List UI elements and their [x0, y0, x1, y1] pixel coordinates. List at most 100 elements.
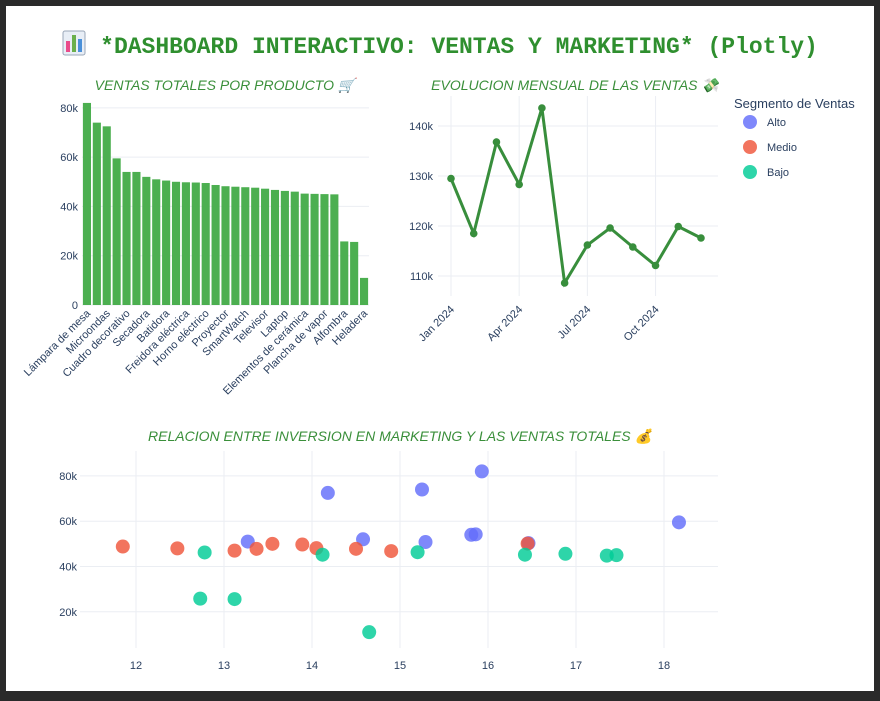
bar: [290, 191, 299, 305]
line-point: [447, 174, 455, 183]
bar: [191, 182, 200, 305]
scatter-point-alto: [418, 535, 433, 550]
scatter-y-tick-label: 60k: [59, 516, 77, 528]
line-point: [469, 229, 478, 238]
bar-y-tick-label: 20k: [60, 251, 78, 263]
legend-item-alto[interactable]: Alto: [743, 115, 786, 129]
scatter-point-alto: [671, 515, 686, 530]
scatter-point-bajo: [362, 625, 377, 640]
scatter-x-tick-label: 13: [218, 660, 230, 672]
bar: [251, 187, 260, 305]
bar: [102, 126, 111, 305]
scatter-point-bajo: [558, 546, 573, 561]
scatter-x-tick-label: 16: [482, 660, 494, 672]
legend-marker: [743, 165, 757, 179]
bar: [300, 193, 309, 305]
line-y-tick-label: 120k: [409, 221, 433, 233]
legend-marker: [743, 115, 757, 129]
scatter-y-tick-label: 40k: [59, 561, 77, 573]
line-point: [697, 234, 705, 242]
scatter-point-bajo: [609, 548, 624, 563]
scatter-chart-title: RELACION ENTRE INVERSION EN MARKETING Y …: [148, 428, 654, 445]
scatter-chart: RELACION ENTRE INVERSION EN MARKETING Y …: [59, 428, 718, 672]
scatter-point-medio: [384, 544, 399, 559]
bar: [112, 158, 121, 305]
bar: [231, 186, 240, 305]
bar: [330, 194, 339, 305]
line-point: [606, 224, 614, 232]
legend-title: Segmento de Ventas: [734, 96, 855, 111]
bar-chart-title: VENTAS TOTALES POR PRODUCTO 🛒: [95, 77, 358, 94]
legend-marker: [743, 140, 757, 154]
scatter-x-tick-label: 15: [394, 660, 406, 672]
scatter-point-bajo: [517, 547, 532, 562]
legend-label: Medio: [767, 142, 797, 154]
legend-item-bajo[interactable]: Bajo: [743, 165, 789, 179]
dashboard-title: *DASHBOARD INTERACTIVO: VENTAS Y MARKETI…: [0, 30, 880, 63]
bar: [241, 187, 250, 305]
bar: [350, 241, 359, 305]
legend-label: Bajo: [767, 167, 789, 179]
line-point: [583, 241, 592, 249]
bar: [181, 182, 190, 305]
line-x-tick-label: Jan 2024: [417, 304, 457, 344]
bar: [201, 183, 210, 305]
bar: [82, 102, 92, 305]
line-chart-title: EVOLUCION MENSUAL DE LAS VENTAS 💸: [431, 77, 721, 93]
scatter-point-medio: [249, 541, 264, 556]
scatter-x-tick-label: 14: [306, 660, 318, 672]
scatter-point-bajo: [197, 545, 212, 560]
dashboard-frame: [6, 6, 874, 691]
legend[interactable]: Segmento de Ventas Alto Medio Bajo: [734, 96, 855, 179]
line-point: [492, 138, 501, 146]
legend-item-medio[interactable]: Medio: [743, 140, 797, 154]
bar-y-tick-label: 40k: [60, 201, 78, 213]
scatter-point-alto: [468, 527, 483, 542]
bar: [310, 193, 319, 305]
bar: [221, 186, 230, 305]
bar: [261, 188, 270, 305]
scatter-point-alto: [474, 464, 489, 479]
bar-y-tick-label: 60k: [60, 152, 78, 164]
scatter-point-medio: [520, 536, 535, 551]
bar: [92, 122, 101, 306]
scatter-point-medio: [349, 541, 363, 556]
line-x-tick-label: Oct 2024: [622, 304, 662, 344]
scatter-point-bajo: [227, 592, 242, 607]
line-point: [515, 180, 523, 189]
bar: [171, 181, 181, 305]
bar-y-tick-label: 0: [72, 300, 78, 312]
bar-chart-emoji-icon: [62, 30, 86, 63]
bar: [359, 277, 369, 305]
bar: [320, 194, 329, 305]
cart-emoji-icon: 🛒: [338, 77, 358, 94]
scatter-point-medio: [170, 541, 185, 556]
line-x-tick-label: Jul 2024: [556, 304, 594, 342]
scatter-point-bajo: [315, 547, 330, 562]
line-y-tick-label: 140k: [409, 121, 433, 133]
line-point: [538, 104, 546, 112]
sales-line: [449, 107, 702, 288]
legend-label: Alto: [767, 117, 786, 129]
bar-chart: VENTAS TOTALES POR PRODUCTO 🛒 0 20k 40k 60k…: [22, 77, 371, 397]
line-point: [629, 243, 637, 251]
line-point: [651, 261, 660, 270]
bar: [340, 241, 349, 305]
scatter-point-medio: [115, 539, 130, 554]
line-y-tick-label: 130k: [409, 171, 433, 183]
money-wings-emoji-icon: 💸: [700, 77, 721, 93]
line-y-tick-label: 110k: [410, 271, 434, 283]
line-chart: EVOLUCION MENSUAL DE LAS VENTAS 💸 110k 12…: [409, 77, 721, 344]
scatter-point-alto: [415, 482, 429, 497]
bar: [142, 176, 151, 305]
scatter-point-bajo: [410, 545, 425, 560]
scatter-y-tick-label: 20k: [59, 607, 77, 619]
bar: [132, 171, 141, 305]
scatter-y-tick-label: 80k: [59, 471, 77, 483]
money-bag-emoji-icon: 💰: [634, 428, 654, 445]
scatter-point-medio: [227, 543, 242, 558]
scatter-point-alto: [320, 485, 335, 500]
scatter-point-bajo: [193, 591, 208, 606]
line-point: [674, 222, 683, 231]
